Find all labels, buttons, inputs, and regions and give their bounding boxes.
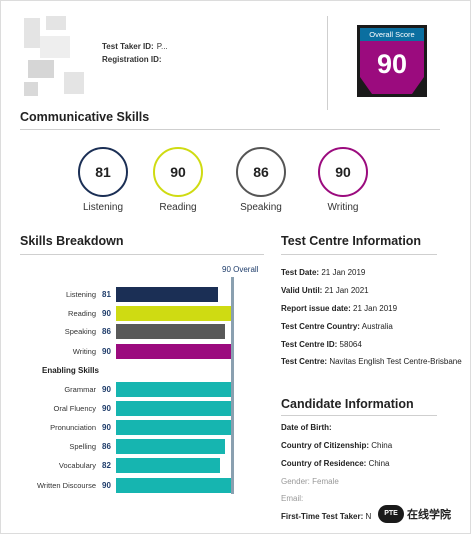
overall-score-value: 90 xyxy=(376,49,408,79)
info-centre-country: Test Centre Country: Australia xyxy=(281,322,393,331)
info-email: Email: xyxy=(281,494,304,503)
breakdown-bar xyxy=(116,287,218,302)
breakdown-bar xyxy=(116,420,231,435)
breakdown-value: 90 xyxy=(102,481,111,490)
breakdown-bar xyxy=(116,478,231,493)
candidate-info-title: Candidate Information xyxy=(281,397,414,411)
breakdown-label: Oral Fluency xyxy=(53,404,96,413)
test-centre-title: Test Centre Information xyxy=(281,234,422,248)
breakdown-bar xyxy=(116,401,231,416)
breakdown-value: 90 xyxy=(102,404,111,413)
breakdown-row: Grammar 90 xyxy=(20,382,111,398)
test-taker-id: Test Taker ID: P... xyxy=(102,42,168,51)
breakdown-row: Spelling 86 xyxy=(20,439,111,455)
breakdown-bar xyxy=(116,344,231,359)
breakdown-value: 86 xyxy=(102,327,111,336)
info-first-time: First-Time Test Taker: N xyxy=(281,512,372,521)
header-divider xyxy=(327,16,328,110)
breakdown-label: Writing xyxy=(72,347,96,356)
breakdown-value: 90 xyxy=(102,423,111,432)
section-divider xyxy=(281,254,437,255)
info-report-issue-date: Report issue date: 21 Jan 2019 xyxy=(281,304,398,313)
breakdown-label: Speaking xyxy=(64,327,96,336)
breakdown-row: Speaking 86 xyxy=(20,324,111,340)
breakdown-row: Reading 90 xyxy=(20,306,111,322)
breakdown-value: 90 xyxy=(102,309,111,318)
breakdown-label: Vocabulary xyxy=(58,461,96,470)
breakdown-bar xyxy=(116,324,225,339)
breakdown-bar xyxy=(116,458,220,473)
breakdown-label: Grammar xyxy=(64,385,96,394)
watermark-text: 在线学院 xyxy=(407,509,451,521)
score-circle: 90 xyxy=(318,147,368,197)
skill-name: Reading xyxy=(159,202,197,213)
breakdown-value: 90 xyxy=(102,385,111,394)
skills-breakdown-title: Skills Breakdown xyxy=(20,234,124,248)
enabling-skills-title: Enabling Skills xyxy=(42,366,99,375)
breakdown-row: Oral Fluency 90 xyxy=(20,401,110,417)
overall-score-label: Overall Score xyxy=(360,28,424,42)
watermark: PTE 在线学院 xyxy=(378,505,451,523)
overall-score-card: Overall Score 90 xyxy=(357,25,427,97)
score-shield-icon xyxy=(360,41,424,94)
breakdown-bar xyxy=(116,439,225,454)
breakdown-row: Writing 90 xyxy=(20,344,111,360)
info-residence: Country of Residence: China xyxy=(281,459,390,468)
breakdown-value: 82 xyxy=(102,461,111,470)
registration-id: Registration ID: xyxy=(102,55,162,64)
skill-name: Speaking xyxy=(240,202,282,213)
breakdown-row: Listening 81 xyxy=(20,287,111,303)
breakdown-label: Pronunciation xyxy=(50,423,96,432)
breakdown-label: Written Discourse xyxy=(36,481,96,490)
breakdown-label: Spelling xyxy=(69,442,96,451)
candidate-photo xyxy=(18,12,88,100)
skill-writing: 90 Writing xyxy=(308,147,378,213)
info-valid-until: Valid Until: 21 Jan 2021 xyxy=(281,286,369,295)
breakdown-row: Vocabulary 82 xyxy=(20,458,111,474)
skill-name: Listening xyxy=(82,202,124,213)
score-circle: 81 xyxy=(78,147,128,197)
info-centre-id: Test Centre ID: 58064 xyxy=(281,340,362,349)
skill-name: Writing xyxy=(327,202,359,213)
communicative-skills-title: Communicative Skills xyxy=(20,110,150,124)
overall-reference-line xyxy=(231,277,234,494)
info-gender: Gender: Female xyxy=(281,477,339,486)
pte-logo: PTE xyxy=(378,505,404,523)
info-test-date: Test Date: 21 Jan 2019 xyxy=(281,268,366,277)
breakdown-bar xyxy=(116,382,231,397)
breakdown-value: 86 xyxy=(102,442,111,451)
breakdown-value: 81 xyxy=(102,290,111,299)
skill-reading: 90 Reading xyxy=(143,147,213,213)
breakdown-bar xyxy=(116,306,231,321)
section-divider xyxy=(281,415,437,416)
overall-reference-label: 90 Overall xyxy=(222,265,259,274)
breakdown-row: Written Discourse 90 xyxy=(20,478,111,494)
breakdown-label: Reading xyxy=(68,309,96,318)
section-divider xyxy=(20,254,264,255)
section-divider xyxy=(20,129,440,130)
score-circle: 90 xyxy=(153,147,203,197)
breakdown-label: Listening xyxy=(65,290,96,299)
info-date-of-birth: Date of Birth: xyxy=(281,423,332,432)
skill-listening: 81 Listening xyxy=(68,147,138,213)
info-citizenship: Country of Citizenship: China xyxy=(281,441,393,450)
breakdown-row: Pronunciation 90 xyxy=(20,420,111,436)
skill-speaking: 86 Speaking xyxy=(226,147,296,213)
score-circle: 86 xyxy=(236,147,286,197)
breakdown-value: 90 xyxy=(102,347,111,356)
info-test-centre: Test Centre: Navitas English Test Centre… xyxy=(281,357,462,366)
